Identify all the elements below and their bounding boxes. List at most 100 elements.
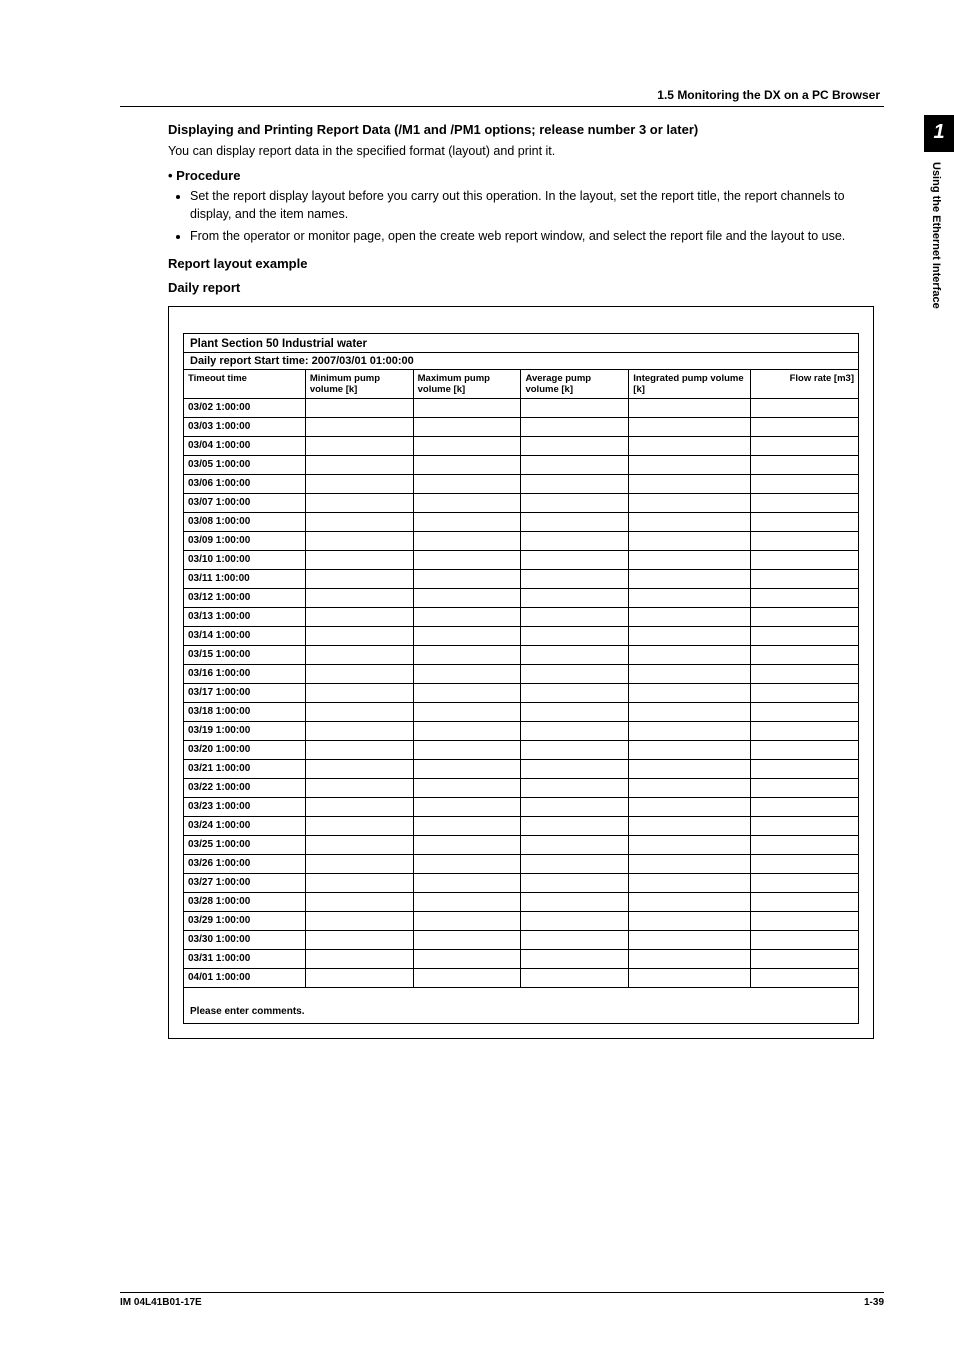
cell-empty [521,532,629,551]
cell-timeout: 03/27 1:00:00 [184,874,305,893]
cell-timeout: 03/03 1:00:00 [184,418,305,437]
table-row: 03/05 1:00:00 [184,456,858,475]
page-title: Displaying and Printing Report Data (/M1… [168,121,874,140]
cell-empty [521,646,629,665]
cell-empty [305,798,413,817]
table-row: 03/14 1:00:00 [184,627,858,646]
cell-empty [413,779,521,798]
cell-empty [413,399,521,418]
table-row: 03/12 1:00:00 [184,589,858,608]
cell-empty [305,665,413,684]
table-row: 04/01 1:00:00 [184,969,858,988]
cell-empty [750,684,858,703]
cell-empty [305,969,413,988]
report-subtitle: Daily report Start time: 2007/03/01 01:0… [184,353,858,370]
cell-empty [413,969,521,988]
cell-empty [305,703,413,722]
cell-empty [629,950,750,969]
cell-empty [305,684,413,703]
cell-empty [629,551,750,570]
cell-empty [305,741,413,760]
table-row: 03/09 1:00:00 [184,532,858,551]
cell-empty [305,551,413,570]
cell-empty [750,703,858,722]
table-row: 03/27 1:00:00 [184,874,858,893]
comments-box: Please enter comments. [183,988,859,1024]
cell-empty [629,665,750,684]
cell-timeout: 03/22 1:00:00 [184,779,305,798]
cell-empty [750,817,858,836]
cell-empty [629,874,750,893]
table-row: 03/08 1:00:00 [184,513,858,532]
cell-empty [521,798,629,817]
cell-empty [629,741,750,760]
cell-empty [413,627,521,646]
cell-empty [750,798,858,817]
cell-empty [305,931,413,950]
cell-empty [521,513,629,532]
cell-timeout: 03/25 1:00:00 [184,836,305,855]
cell-timeout: 03/09 1:00:00 [184,532,305,551]
cell-empty [750,399,858,418]
cell-empty [750,475,858,494]
table-row: 03/31 1:00:00 [184,950,858,969]
cell-empty [629,646,750,665]
table-row: 03/22 1:00:00 [184,779,858,798]
cell-empty [413,817,521,836]
cell-empty [305,817,413,836]
cell-empty [521,399,629,418]
cell-timeout: 03/11 1:00:00 [184,570,305,589]
cell-empty [413,760,521,779]
cell-empty [750,779,858,798]
cell-empty [629,893,750,912]
cell-empty [413,418,521,437]
cell-empty [521,608,629,627]
cell-empty [413,836,521,855]
cell-empty [629,494,750,513]
report-title: Plant Section 50 Industrial water [184,334,858,353]
cell-empty [629,836,750,855]
cell-empty [521,893,629,912]
daily-report-heading: Daily report [168,279,874,297]
report-frame: Plant Section 50 Industrial water Daily … [168,306,874,1040]
cell-timeout: 03/18 1:00:00 [184,703,305,722]
cell-empty [305,418,413,437]
col-timeout: Timeout time [184,370,305,399]
cell-empty [750,760,858,779]
cell-empty [750,874,858,893]
table-row: 03/10 1:00:00 [184,551,858,570]
cell-empty [413,722,521,741]
cell-empty [305,950,413,969]
cell-empty [629,532,750,551]
cell-empty [629,513,750,532]
cell-empty [413,741,521,760]
cell-empty [629,589,750,608]
cell-empty [413,589,521,608]
cell-timeout: 03/20 1:00:00 [184,741,305,760]
cell-empty [305,399,413,418]
cell-timeout: 03/17 1:00:00 [184,684,305,703]
cell-empty [750,532,858,551]
cell-empty [750,665,858,684]
side-tab: 1 Using the Ethernet Interface [924,115,954,319]
cell-timeout: 03/10 1:00:00 [184,551,305,570]
cell-timeout: 03/08 1:00:00 [184,513,305,532]
cell-empty [750,950,858,969]
cell-empty [413,874,521,893]
cell-empty [629,627,750,646]
cell-empty [521,570,629,589]
cell-empty [750,893,858,912]
cell-empty [305,513,413,532]
cell-timeout: 04/01 1:00:00 [184,969,305,988]
cell-empty [305,779,413,798]
cell-empty [629,608,750,627]
cell-empty [750,456,858,475]
cell-empty [521,741,629,760]
table-row: 03/04 1:00:00 [184,437,858,456]
cell-empty [305,589,413,608]
layout-example-heading: Report layout example [168,255,874,273]
cell-empty [521,931,629,950]
cell-timeout: 03/04 1:00:00 [184,437,305,456]
cell-empty [521,475,629,494]
cell-timeout: 03/31 1:00:00 [184,950,305,969]
